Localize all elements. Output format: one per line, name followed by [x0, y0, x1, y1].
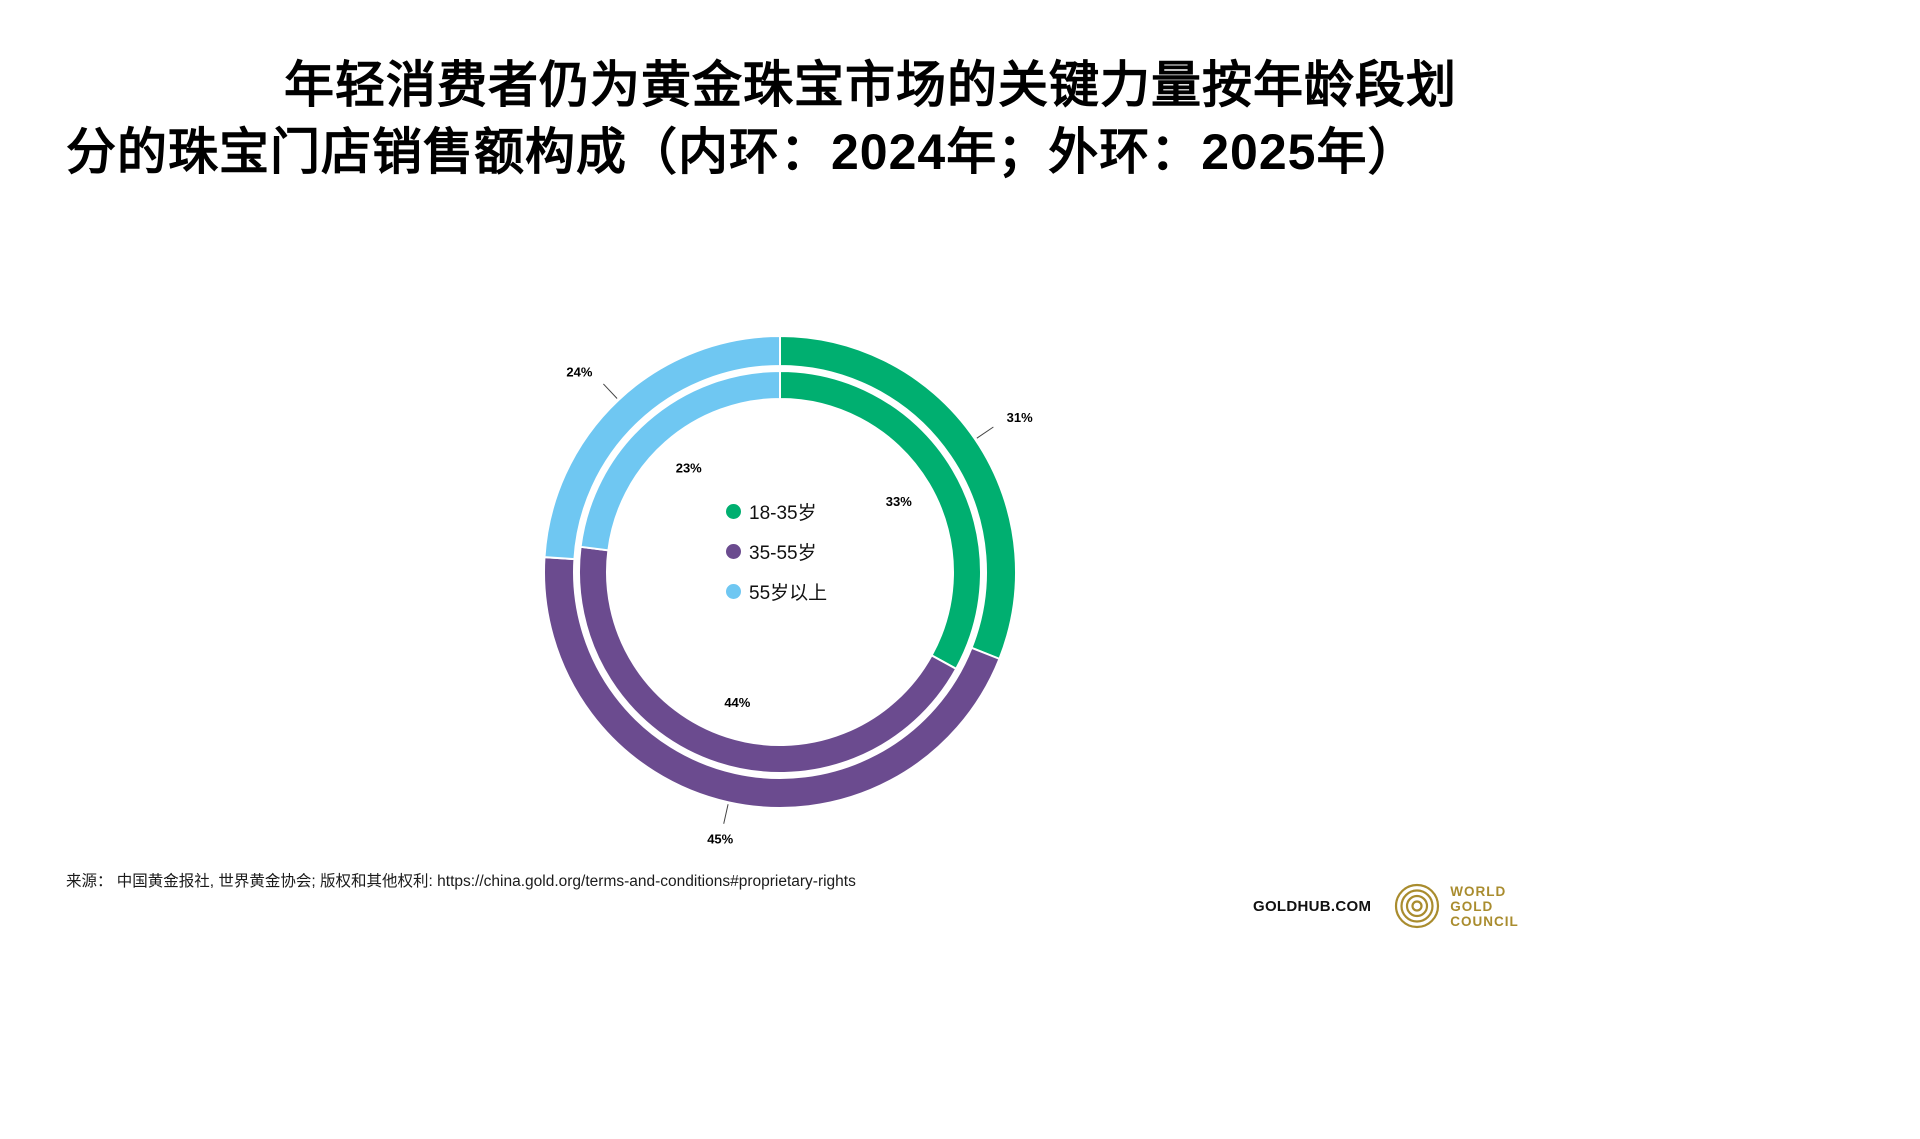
- goldhub-wordmark: GOLDHUB.COM: [1253, 897, 1372, 915]
- legend-label: 18-35岁: [749, 503, 817, 524]
- world-gold-council-logo: WORLD GOLD COUNCIL: [1393, 882, 1519, 930]
- donut-segment-outer-2025-55岁以上: [543, 334, 781, 561]
- legend-label: 55岁以上: [749, 583, 828, 604]
- legend-swatch-blue: [726, 584, 741, 599]
- donut-segment-inner-2024-55岁以上: [579, 369, 781, 552]
- chart-title: 年轻消费者仍为黄金珠宝市场的关键力量按年龄段划分的珠宝门店销售额构成（内环：20…: [66, 57, 1457, 180]
- legend-swatch-green: [726, 504, 741, 519]
- label-leader-line: [723, 804, 729, 824]
- legend-item: 18-35岁: [726, 498, 827, 525]
- wgc-logo-line: WORLD: [1450, 883, 1507, 899]
- label-leader-line: [976, 426, 994, 439]
- wgc-rings-icon: [1395, 883, 1440, 929]
- source-note: 来源： 中国黄金报社, 世界黄金协会; 版权和其他权利: https://chi…: [66, 873, 856, 890]
- percent-label-inner-2024-18-35岁: 33%: [886, 494, 912, 509]
- footer: GOLDHUB.COM WORLD GOLD COUNCIL: [1253, 882, 1519, 930]
- percent-label-outer-2025-35-55岁: 45%: [707, 831, 733, 846]
- legend-label: 35-55岁: [749, 543, 817, 564]
- percent-label-inner-2024-35-55岁: 44%: [724, 695, 750, 710]
- legend-item: 35-55岁: [726, 538, 827, 565]
- label-leader-line: [603, 383, 618, 399]
- chart-legend: 18-35岁 35-55岁 55岁以上: [726, 498, 827, 605]
- percent-label-outer-2025-55岁以上: 24%: [566, 364, 592, 379]
- legend-swatch-purple: [726, 544, 741, 559]
- wgc-logo-line: COUNCIL: [1450, 913, 1519, 929]
- wgc-logo-text: WORLD GOLD COUNCIL: [1450, 884, 1519, 929]
- percent-label-outer-2025-18-35岁: 31%: [1007, 410, 1033, 425]
- wgc-logo-line: GOLD: [1450, 898, 1494, 914]
- percent-label-inner-2024-55岁以上: 23%: [676, 460, 702, 475]
- legend-item: 55岁以上: [726, 578, 827, 605]
